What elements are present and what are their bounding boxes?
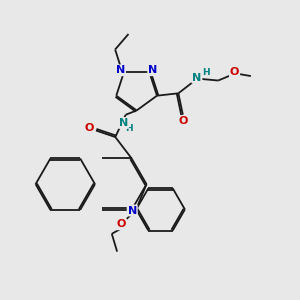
Text: N: N bbox=[116, 65, 125, 75]
Text: H: H bbox=[125, 124, 133, 133]
Text: O: O bbox=[117, 219, 126, 229]
Text: O: O bbox=[230, 67, 239, 76]
Text: N: N bbox=[128, 206, 137, 215]
Text: O: O bbox=[85, 123, 94, 133]
Text: O: O bbox=[178, 116, 188, 126]
Text: N: N bbox=[148, 65, 158, 75]
Text: N: N bbox=[192, 73, 201, 82]
Text: N: N bbox=[119, 118, 128, 128]
Text: H: H bbox=[202, 68, 210, 77]
